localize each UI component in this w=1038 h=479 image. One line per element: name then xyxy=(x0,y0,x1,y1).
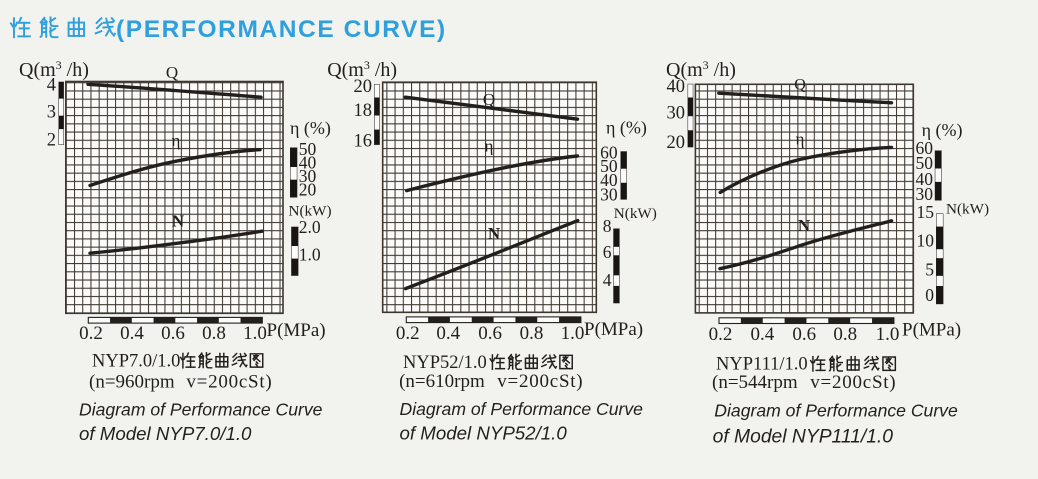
svg-text:0.8: 0.8 xyxy=(833,324,857,345)
svg-text:(n=960rpm: (n=960rpm xyxy=(89,372,175,393)
svg-text:0.6: 0.6 xyxy=(478,323,502,344)
svg-text:40: 40 xyxy=(916,169,934,189)
svg-text:v=200cSt): v=200cSt) xyxy=(497,371,583,392)
svg-text:0.8: 0.8 xyxy=(202,323,226,344)
svg-text:4: 4 xyxy=(47,75,56,95)
svg-text:P(MPa): P(MPa) xyxy=(267,320,326,341)
svg-text:40: 40 xyxy=(299,153,317,173)
svg-text:P(MPa): P(MPa) xyxy=(902,320,961,341)
svg-text:60: 60 xyxy=(600,143,618,163)
svg-text:v=200cSt): v=200cSt) xyxy=(810,372,896,393)
svg-text:60: 60 xyxy=(916,138,934,158)
svg-text:1.0: 1.0 xyxy=(299,245,321,265)
svg-text:v=200cSt): v=200cSt) xyxy=(186,372,272,393)
svg-text:N(kW): N(kW) xyxy=(289,203,332,220)
svg-text:0.6: 0.6 xyxy=(792,324,816,345)
svg-text:0.4: 0.4 xyxy=(120,323,144,344)
svg-text:N: N xyxy=(798,216,811,235)
svg-text:2: 2 xyxy=(47,130,56,150)
svg-text:20: 20 xyxy=(667,133,686,153)
svg-text:η: η xyxy=(172,131,181,150)
svg-text:η (%): η (%) xyxy=(606,118,647,139)
svg-text:N: N xyxy=(488,224,501,243)
svg-text:3: 3 xyxy=(47,102,56,122)
svg-text:2.0: 2.0 xyxy=(299,217,321,237)
svg-text:0.4: 0.4 xyxy=(436,323,460,344)
svg-text:6: 6 xyxy=(603,242,612,262)
svg-text:(PERFORMANCE CURVE): (PERFORMANCE CURVE) xyxy=(116,16,447,43)
svg-text:η: η xyxy=(796,130,805,149)
svg-text:30: 30 xyxy=(667,104,686,124)
svg-text:(n=544rpm: (n=544rpm xyxy=(712,372,798,393)
svg-text:Q: Q xyxy=(166,63,178,82)
svg-text:Q(m3 /h): Q(m3 /h) xyxy=(666,58,736,81)
svg-text:15: 15 xyxy=(917,202,935,222)
svg-text:0.8: 0.8 xyxy=(520,323,544,344)
svg-text:30: 30 xyxy=(916,184,934,204)
svg-text:η: η xyxy=(485,137,494,156)
svg-text:30: 30 xyxy=(299,166,317,186)
svg-text:Q(m3 /h): Q(m3 /h) xyxy=(327,58,397,81)
svg-text:40: 40 xyxy=(667,77,686,97)
svg-text:20: 20 xyxy=(299,180,317,200)
svg-text:1.0: 1.0 xyxy=(561,323,585,344)
svg-text:0.2: 0.2 xyxy=(709,324,733,345)
svg-text:0.2: 0.2 xyxy=(396,323,420,344)
svg-text:20: 20 xyxy=(354,77,373,97)
svg-text:0.6: 0.6 xyxy=(161,323,185,344)
svg-text:Q(m3 /h): Q(m3 /h) xyxy=(19,58,89,81)
svg-text:10: 10 xyxy=(917,231,935,251)
svg-text:of Model NYP7.0/1.0: of Model NYP7.0/1.0 xyxy=(79,423,252,444)
svg-text:Diagram of Performance Curve: Diagram of Performance Curve xyxy=(400,399,644,419)
svg-text:5: 5 xyxy=(925,260,934,280)
svg-text:50: 50 xyxy=(600,156,618,176)
svg-text:8: 8 xyxy=(603,216,612,236)
svg-text:N(kW): N(kW) xyxy=(614,205,657,222)
svg-text:(n=610rpm: (n=610rpm xyxy=(399,371,485,392)
svg-text:50: 50 xyxy=(299,139,317,159)
svg-text:1.0: 1.0 xyxy=(876,324,900,345)
svg-text:0.2: 0.2 xyxy=(79,323,103,344)
svg-text:Diagram of Performance Curve: Diagram of Performance Curve xyxy=(79,400,323,420)
svg-text:4: 4 xyxy=(603,270,612,290)
svg-text:0.4: 0.4 xyxy=(751,324,775,345)
svg-text:Q: Q xyxy=(794,77,806,94)
svg-text:18: 18 xyxy=(354,101,373,121)
svg-text:Diagram of Performance Curve: Diagram of Performance Curve xyxy=(714,401,958,421)
svg-text:NYP111/1.0: NYP111/1.0 xyxy=(716,355,808,375)
svg-text:η (%): η (%) xyxy=(922,120,963,141)
svg-text:NYP52/1.0: NYP52/1.0 xyxy=(403,353,487,373)
svg-text:of Model NYP52/1.0: of Model NYP52/1.0 xyxy=(400,423,568,444)
svg-text:Q: Q xyxy=(483,90,495,109)
svg-text:P(MPa): P(MPa) xyxy=(584,319,643,340)
svg-text:N(kW): N(kW) xyxy=(946,201,989,218)
svg-text:of Model NYP111/1.0: of Model NYP111/1.0 xyxy=(713,426,894,447)
svg-text:40: 40 xyxy=(600,170,618,190)
svg-text:30: 30 xyxy=(600,185,618,205)
svg-text:0: 0 xyxy=(925,285,934,305)
svg-text:50: 50 xyxy=(916,153,934,173)
svg-text:NYP7.0/1.0: NYP7.0/1.0 xyxy=(92,352,180,372)
svg-text:16: 16 xyxy=(354,132,373,152)
svg-text:1.0: 1.0 xyxy=(243,323,267,344)
svg-text:η (%): η (%) xyxy=(290,118,331,139)
svg-text:N: N xyxy=(172,212,185,231)
